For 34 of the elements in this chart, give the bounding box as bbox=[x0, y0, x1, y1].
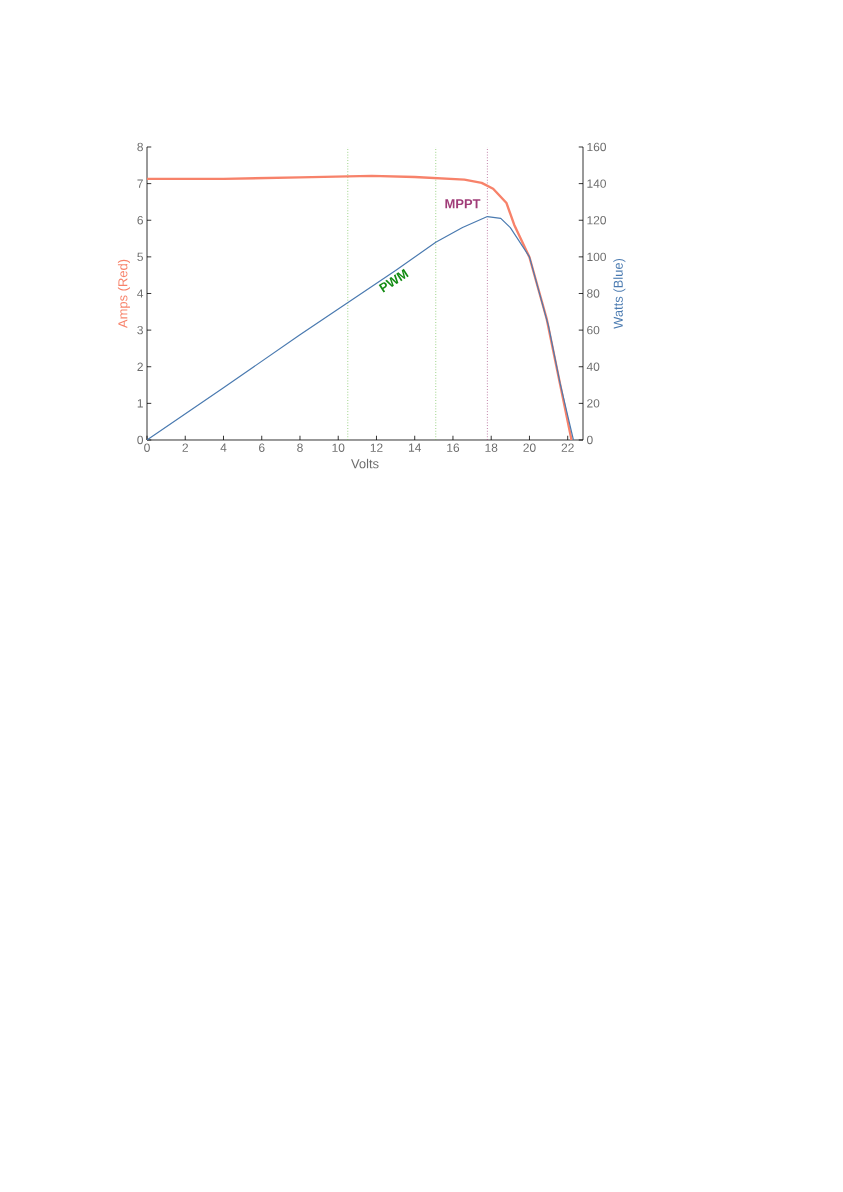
x-tick-label: 10 bbox=[332, 443, 345, 452]
y2-tick-label: 0 bbox=[586, 435, 593, 445]
x-tick-label: 18 bbox=[485, 443, 498, 452]
y-tick-label: 8 bbox=[137, 142, 143, 152]
x-tick-label: 4 bbox=[220, 443, 227, 452]
annotation: MPPT bbox=[445, 199, 481, 209]
y-tick-label: 7 bbox=[137, 179, 143, 188]
y2-tick-label: 80 bbox=[587, 289, 600, 298]
x-tick-label: 16 bbox=[447, 443, 460, 452]
y-tick-label: 2 bbox=[137, 362, 143, 371]
x-tick-label: 22 bbox=[561, 443, 574, 452]
x-tick-label: 6 bbox=[259, 443, 265, 452]
y-tick-label: 1 bbox=[137, 399, 143, 408]
x-tick-label: 12 bbox=[370, 443, 383, 452]
y2-tick-label: 140 bbox=[587, 179, 606, 188]
x-tick-label: 2 bbox=[182, 443, 188, 452]
x-axis-title: Volts bbox=[351, 458, 379, 469]
x-tick-label: 20 bbox=[523, 443, 536, 452]
y-tick-label: 6 bbox=[137, 216, 143, 225]
y2-tick-label: 20 bbox=[587, 399, 600, 408]
y-tick-label: 3 bbox=[137, 325, 143, 335]
y-tick-label: 5 bbox=[137, 252, 143, 262]
y-tick-label: 4 bbox=[137, 289, 144, 298]
y2-tick-label: 100 bbox=[587, 252, 606, 262]
y2-tick-label: 60 bbox=[587, 325, 600, 335]
x-tick-label: 14 bbox=[408, 443, 422, 452]
y-tick-label: 0 bbox=[137, 435, 144, 445]
y-axis-title: Amps (Red) bbox=[117, 259, 130, 328]
x-tick-label: 0 bbox=[144, 443, 150, 452]
x-tick-label: 8 bbox=[297, 443, 303, 452]
y2-tick-label: 40 bbox=[586, 362, 600, 371]
y2-axis-title: Watts (Blue) bbox=[613, 258, 626, 329]
y2-tick-label: 160 bbox=[587, 142, 606, 152]
y2-tick-label: 120 bbox=[587, 216, 606, 225]
